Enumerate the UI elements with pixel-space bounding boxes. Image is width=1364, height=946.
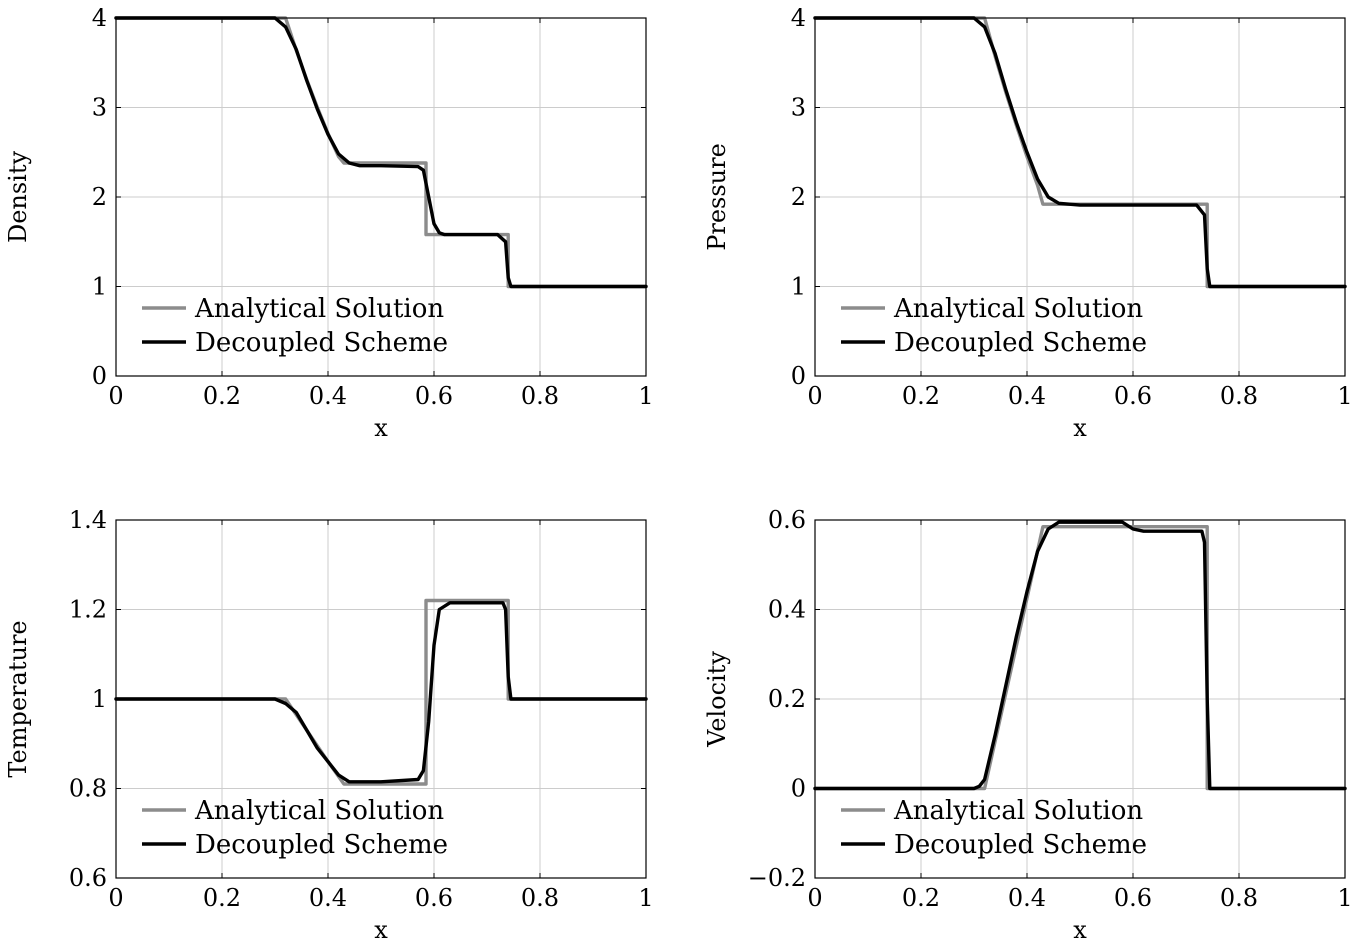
chart1-ytick-label: 4 [791,4,806,32]
chart1-legend: Analytical Solution Decoupled Scheme [841,294,1147,358]
chart2-panel: 0 0.2 0.4 0.6 0.8 1 0.6 0.8 1 1.2 1.4 x Temperature A… [4,506,654,944]
chart2-xtick-label: 0.6 [415,884,453,912]
chart2-xtick-label: 0.8 [521,884,559,912]
chart1-panel: 0 0.2 0.4 0.6 0.8 1 0 1 2 3 4 x Pressure Analytical S… [703,4,1353,442]
chart3-ytick-label: −0.2 [748,864,806,892]
chart0-xtick-label: 0.8 [521,382,559,410]
chart3-ytick-label: 0 [791,775,806,803]
chart2-ytick-label: 1.4 [69,506,107,534]
chart0-series-scheme [114,16,648,289]
chart1-xtick-label: 1 [1337,382,1352,410]
chart3-ytick-label: 0.4 [768,596,806,624]
chart1-ytick-label: 2 [791,183,806,211]
chart0-y-axis-label: Density [4,151,32,244]
chart3-x-axis-label: x [1073,916,1087,944]
chart0-legend: Analytical Solution Decoupled Scheme [142,294,448,358]
chart1-y-axis-label: Pressure [703,143,731,251]
chart2-legend-label: Analytical Solution [194,796,444,826]
chart2-legend-label: Decoupled Scheme [195,830,448,860]
chart1-xtick-label: 0.2 [902,382,940,410]
chart3-xtick-label: 0.2 [902,884,940,912]
chart3-ytick-label: 0.6 [768,506,806,534]
chart3-legend-label: Decoupled Scheme [894,830,1147,860]
chart3-xtick-label: 0.4 [1008,884,1046,912]
chart2-xtick-label: 0.2 [203,884,241,912]
chart0-xtick-label: 0.4 [309,382,347,410]
chart2-xtick-label: 0 [108,884,123,912]
chart2-x-axis-label: x [374,916,388,944]
chart2-series-analytical [114,598,648,786]
chart1-legend-label: Decoupled Scheme [894,328,1147,358]
chart2-axes-frame [115,519,647,879]
chart2-ytick-label: 0.6 [69,864,107,892]
chart3-ytick-label: 0.2 [768,685,806,713]
chart3-legend-label: Analytical Solution [893,796,1143,826]
chart2-xtick-label: 1 [638,884,653,912]
chart0-xtick-label: 1 [638,382,653,410]
chart1-xtick-label: 0.6 [1114,382,1152,410]
chart1-x-axis-label: x [1073,414,1087,442]
chart2-ytick-label: 0.8 [69,775,107,803]
chart0-series-analytical [114,16,648,289]
chart0-axes-frame [115,17,647,377]
chart2-ytick-label: 1.2 [69,596,107,624]
chart1-ytick-label: 0 [791,362,806,390]
chart0-panel: 0 0.2 0.4 0.6 0.8 1 0 1 2 3 4 x Density Analytical So… [4,4,654,442]
chart0-x-axis-label: x [374,414,388,442]
chart0-xtick-label: 0 [108,382,123,410]
chart1-ytick-label: 3 [791,94,806,122]
chart2-ytick-label: 1 [92,685,107,713]
chart2-legend: Analytical Solution Decoupled Scheme [142,796,448,860]
chart0-xtick-label: 0.6 [415,382,453,410]
chart1-xtick-label: 0.8 [1220,382,1258,410]
chart2-xtick-label: 0.4 [309,884,347,912]
chart3-series-scheme [813,520,1347,791]
chart0-legend-label: Analytical Solution [194,294,444,324]
chart3-series-analytical [813,525,1347,791]
chart1-legend-label: Analytical Solution [893,294,1143,324]
chart0-legend-label: Decoupled Scheme [195,328,448,358]
chart1-series-analytical [813,16,1347,289]
chart3-xtick-label: 0 [807,884,822,912]
chart3-panel: 0 0.2 0.4 0.6 0.8 1−0.200.20.40.6xVelocityAna… [703,506,1353,944]
chart3-y-axis-label: Velocity [703,651,731,748]
chart1-axes-frame [814,17,1346,377]
chart3-xtick-label: 1 [1337,884,1352,912]
chart1-xtick-label: 0 [807,382,822,410]
chart3-axes-frame [814,519,1346,879]
chart0-ytick-label: 1 [92,273,107,301]
chart1-xtick-label: 0.4 [1008,382,1046,410]
chart0-ytick-label: 4 [92,4,107,32]
chart3-xtick-label: 0.8 [1220,884,1258,912]
chart0-ytick-label: 0 [92,362,107,390]
chart3-xtick-label: 0.6 [1114,884,1152,912]
chart3-legend: Analytical Solution Decoupled Scheme [841,796,1147,860]
chart2-y-axis-label: Temperature [4,620,32,777]
chart0-ytick-label: 3 [92,94,107,122]
chart1-ytick-label: 1 [791,273,806,301]
chart0-ytick-label: 2 [92,183,107,211]
chart0-xtick-label: 0.2 [203,382,241,410]
chart1-series-scheme [813,16,1347,289]
chart2-series-scheme [114,601,648,784]
